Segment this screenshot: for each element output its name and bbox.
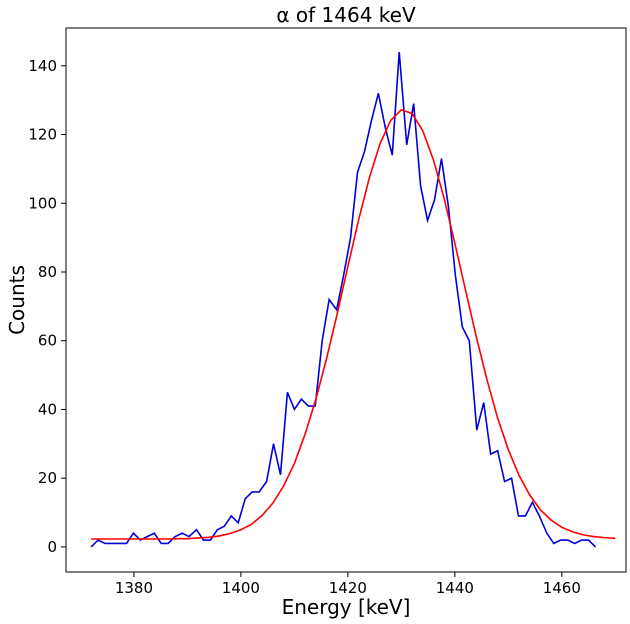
y-tick-label: 120 xyxy=(28,126,57,144)
y-tick-label: 60 xyxy=(38,332,57,350)
chart-title: α of 1464 keV xyxy=(276,3,416,27)
y-tick-label: 20 xyxy=(38,469,57,487)
y-tick-label: 40 xyxy=(38,400,57,418)
x-tick-label: 1420 xyxy=(329,579,367,597)
y-tick-label: 80 xyxy=(38,263,57,281)
y-tick-label: 140 xyxy=(28,57,57,75)
x-tick-label: 1460 xyxy=(543,579,581,597)
x-tick-label: 1380 xyxy=(115,579,153,597)
x-tick-label: 1400 xyxy=(222,579,260,597)
plot-frame xyxy=(65,27,627,573)
x-axis-label: Energy [keV] xyxy=(282,595,411,619)
x-tick-label: 1440 xyxy=(436,579,474,597)
y-tick-label: 100 xyxy=(28,194,57,212)
data-line xyxy=(91,108,616,540)
y-axis-label: Counts xyxy=(5,265,29,335)
y-tick-label: 0 xyxy=(47,538,57,556)
data-line xyxy=(90,51,597,548)
